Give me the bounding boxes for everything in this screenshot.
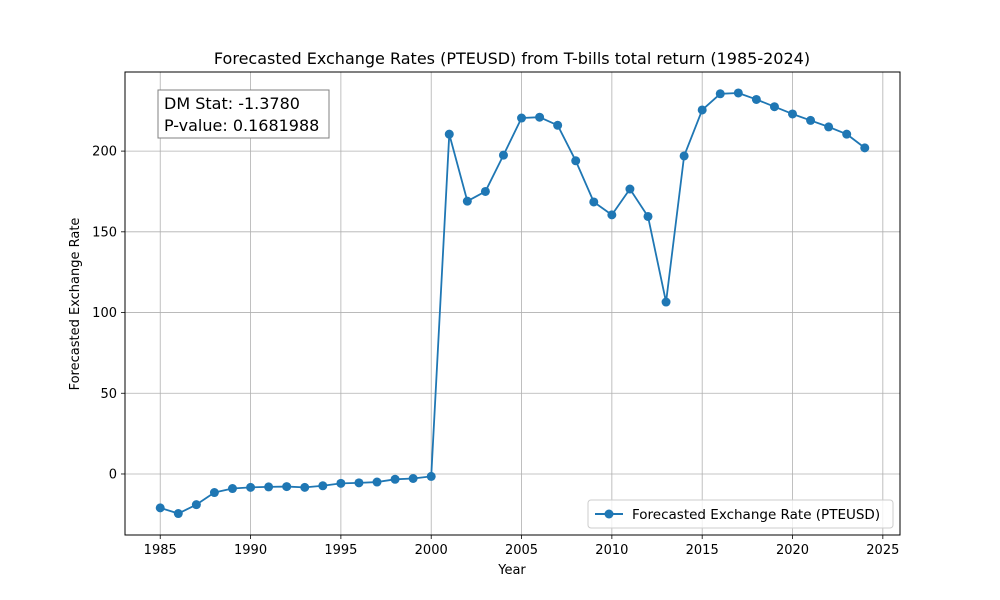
data-point: [246, 482, 256, 492]
data-point: [751, 94, 761, 104]
legend-marker-swatch: [604, 509, 614, 519]
data-point: [553, 120, 563, 130]
data-point: [733, 88, 743, 98]
data-point: [318, 481, 328, 491]
stats-annotation-box: DM Stat: -1.3780 P-value: 0.1681988: [157, 89, 330, 139]
y-tick-label: 100: [92, 306, 117, 321]
y-tick-label: 200: [92, 145, 117, 160]
legend-label: Forecasted Exchange Rate (PTEUSD): [632, 507, 880, 523]
data-point: [155, 503, 165, 513]
data-point: [444, 129, 454, 139]
data-point: [282, 482, 292, 492]
grid: [125, 72, 900, 535]
data-point: [372, 477, 382, 487]
data-point: [824, 122, 834, 132]
data-point: [535, 112, 545, 122]
data-point: [806, 115, 816, 125]
data-point: [408, 474, 418, 483]
data-point: [571, 156, 581, 166]
y-axis-label: Forecasted Exchange Rate: [68, 218, 83, 391]
legend: Forecasted Exchange Rate (PTEUSD): [587, 499, 894, 529]
data-point: [426, 471, 436, 481]
x-tick-label: 2005: [505, 543, 538, 558]
data-point: [625, 184, 635, 194]
x-axis-label: Year: [497, 563, 526, 578]
chart-title: Forecasted Exchange Rates (PTEUSD) from …: [214, 49, 810, 68]
x-tick-label: 2025: [866, 543, 899, 558]
data-point: [300, 482, 310, 492]
data-point: [227, 484, 237, 494]
data-point: [498, 150, 508, 160]
series-layer: [155, 88, 870, 519]
data-point: [788, 109, 798, 119]
x-tick-label: 2010: [595, 543, 628, 558]
x-tick-label: 1990: [234, 543, 267, 558]
data-point: [209, 488, 219, 498]
data-point: [842, 129, 852, 139]
legend-frame: [587, 499, 894, 529]
data-point: [589, 197, 599, 207]
y-tick-label: 150: [92, 225, 117, 240]
axis-ticks: 1985 1990 1995 2000 2005 2010 2015 2020 2025 0 50 1…: [92, 145, 899, 558]
data-point: [336, 478, 346, 488]
stats-annotation-border: [157, 89, 330, 139]
data-point: [607, 210, 617, 220]
data-point: [264, 482, 274, 492]
data-point: [643, 211, 653, 221]
x-tick-label: 1995: [324, 543, 357, 558]
data-point: [517, 113, 527, 123]
x-tick-label: 2020: [776, 543, 809, 558]
data-point: [697, 105, 707, 115]
data-point: [462, 196, 472, 206]
x-tick-label: 1985: [144, 543, 177, 558]
x-tick-label: 2015: [686, 543, 719, 558]
data-point: [715, 89, 725, 99]
data-point: [354, 478, 364, 488]
data-point: [173, 509, 183, 519]
data-point: [769, 102, 779, 112]
series-line: [159, 92, 866, 515]
y-tick-label: 50: [100, 387, 117, 402]
dm-stat-text: DM Stat: -1.3780: [164, 94, 300, 113]
data-point: [860, 143, 870, 153]
data-point: [480, 186, 490, 196]
p-value-text: P-value: 0.1681988: [164, 116, 319, 135]
y-tick-label: 0: [109, 467, 117, 482]
data-point: [191, 500, 201, 510]
data-point: [679, 151, 689, 161]
x-tick-label: 2000: [415, 543, 448, 558]
data-point: [661, 297, 671, 307]
plot-area-frame: [124, 71, 901, 536]
data-point: [390, 474, 400, 484]
